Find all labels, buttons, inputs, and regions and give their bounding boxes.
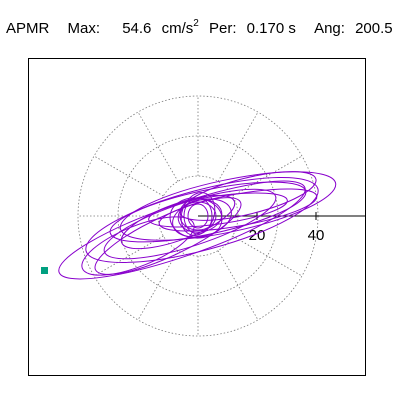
- trace-loop-14: [94, 197, 242, 275]
- trace-loop-12: [119, 171, 337, 241]
- angle-label: Ang:: [314, 20, 345, 37]
- grid-spoke: [93, 235, 164, 277]
- trace-loop-1: [179, 201, 217, 231]
- trace-loop-18: [81, 216, 195, 276]
- max-unit-power: 2: [193, 18, 199, 29]
- trace-loop-9: [58, 180, 306, 280]
- trace-loop-11: [109, 181, 307, 243]
- trace-loop-8: [103, 188, 277, 260]
- trace-loop-15: [148, 192, 288, 228]
- trace-loop-10: [85, 177, 319, 263]
- grid-spoke: [137, 111, 179, 182]
- trace-loop-7: [187, 203, 209, 229]
- trace-loop-17: [179, 171, 317, 221]
- plot-header: APMR Max: 54.6 cm/s2 Per: 0.170 s Ang: 2…: [6, 18, 393, 37]
- motion-trace: [58, 171, 337, 280]
- grid-spoke: [137, 250, 179, 321]
- plot-frame: [28, 58, 366, 376]
- grid-spoke: [232, 155, 303, 197]
- start-marker: [41, 267, 48, 274]
- max-unit: cm/s: [161, 20, 194, 37]
- grid-spoke: [217, 250, 259, 321]
- grid-spoke: [217, 111, 259, 182]
- angle-value: 200.5: [355, 20, 393, 37]
- max-value: 54.6: [122, 20, 152, 37]
- station-code: APMR: [6, 20, 50, 37]
- grid-spoke: [232, 235, 303, 277]
- grid-spoke: [93, 155, 164, 197]
- trace-loop-6: [172, 198, 232, 238]
- trace-loop-16: [120, 194, 236, 250]
- x-tick-label-40: 40: [308, 227, 325, 244]
- period-label: Per:: [208, 20, 237, 37]
- max-label: Max:: [67, 20, 101, 37]
- period-value: 0.170 s: [246, 20, 296, 37]
- x-tick-label-20: 20: [249, 227, 266, 244]
